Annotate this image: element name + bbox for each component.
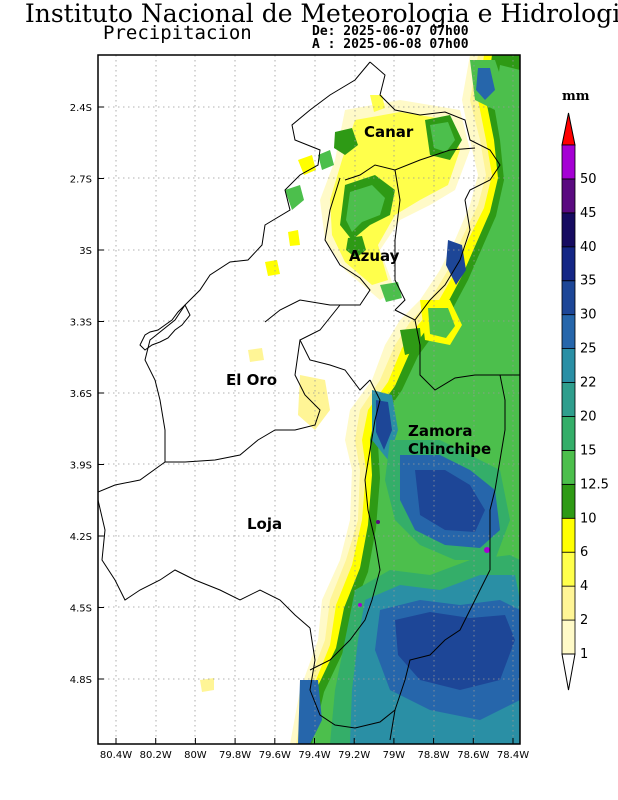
legend-level-label: 2: [580, 613, 588, 628]
legend-level-label: 50: [580, 172, 597, 187]
lon-tick-label: 79.6W: [259, 750, 291, 761]
lat-tick-label: 3.9S: [70, 461, 92, 472]
legend-swatch: [561, 178, 576, 214]
legend-level-label: 4: [580, 579, 588, 594]
lat-tick-label: 3.3S: [70, 318, 92, 329]
lon-tick-label: 79.4W: [298, 750, 330, 761]
legend-level-label: 12.5: [580, 477, 609, 492]
lon-tick-label: 78.6W: [457, 750, 489, 761]
map-frame: [97, 54, 521, 745]
legend-swatch: [561, 551, 576, 587]
legend-level-label: 30: [580, 308, 597, 323]
legend-level-label: 6: [580, 545, 588, 560]
legend-unit: mm: [562, 89, 590, 104]
label-el-oro: El Oro: [226, 371, 277, 389]
date-to: A : 2025-06-08 07h00: [312, 37, 469, 52]
legend-swatch: [561, 416, 576, 451]
legend-swatch: [561, 246, 576, 282]
legend-swatch: [561, 585, 576, 621]
longitude-axis: 80.4W 80.2W 80W 79.8W 79.6W 79.4W 79.2W 79W 78.8…: [100, 738, 529, 761]
legend-swatch: [561, 212, 576, 248]
map-subtitle: Precipitacion: [103, 22, 252, 44]
legend-level-label: 20: [580, 409, 597, 424]
lon-tick-label: 80.2W: [140, 750, 172, 761]
legend-level-label: 35: [580, 274, 597, 289]
lon-tick-label: 79.8W: [219, 750, 251, 761]
legend-underflow-triangle: [561, 653, 576, 691]
label-loja: Loja: [247, 515, 282, 533]
legend-level-label: 1: [580, 647, 588, 662]
label-chinchipe: Chinchipe: [408, 440, 491, 458]
label-zamora: Zamora: [408, 422, 472, 440]
lat-tick-label: 2.7S: [70, 175, 92, 186]
province-labels: Canar Azuay El Oro Zamora Chinchipe Loja: [226, 123, 491, 533]
legend-swatch: [561, 280, 576, 316]
lon-tick-label: 80.4W: [100, 750, 132, 761]
legend-level-label: 10: [580, 511, 597, 526]
lon-tick-label: 79W: [383, 750, 406, 761]
precipitation-highlands: [200, 95, 470, 692]
lat-tick-label: 2.4S: [70, 103, 92, 114]
legend-swatch: [561, 348, 576, 383]
lat-tick-label: 3S: [79, 246, 92, 257]
legend-level-label: 25: [580, 342, 597, 357]
legend-swatch: [561, 382, 576, 417]
legend-level-label: 15: [580, 443, 597, 458]
lat-tick-label: 4.8S: [70, 675, 92, 686]
legend-level-label: 45: [580, 206, 597, 221]
lon-tick-label: 80W: [184, 750, 207, 761]
map-title: Instituto Nacional de Meteorologia e Hid…: [24, 0, 618, 28]
precipitation-map: Canar Azuay El Oro Zamora Chinchipe Loja: [98, 55, 520, 744]
lon-tick-label: 79.2W: [338, 750, 370, 761]
precipitation-field: [290, 55, 520, 744]
legend-overflow-triangle: [561, 112, 576, 146]
label-canar: Canar: [364, 123, 414, 141]
date-from: De: 2025-06-07 07h00: [312, 24, 469, 39]
coastline: [139, 304, 191, 351]
lat-tick-label: 4.2S: [70, 532, 92, 543]
color-legend: mm 1 2 4 6 10 12.5 15 20 22 25 30 35 40 45 50: [561, 89, 609, 691]
latitude-axis: 2.4S 2.7S 3S 3.3S 3.6S 3.9S 4.2S 4.5S 4.8S: [70, 103, 104, 686]
legend-swatch: [561, 483, 576, 519]
graticule: [98, 55, 520, 744]
lon-tick-label: 78.4W: [497, 750, 529, 761]
lon-tick-label: 78.8W: [418, 750, 450, 761]
legend-swatch: [561, 449, 576, 485]
province-boundaries: [98, 61, 520, 741]
legend-swatch: [561, 619, 576, 655]
legend-level-label: 22: [580, 376, 597, 391]
lat-tick-label: 4.5S: [70, 604, 92, 615]
lat-tick-label: 3.6S: [70, 389, 92, 400]
legend-swatch: [561, 314, 576, 349]
legend-level-label: 40: [580, 240, 597, 255]
legend-swatch: [561, 517, 576, 553]
label-azuay: Azuay: [349, 247, 400, 265]
legend-swatch: [561, 144, 576, 180]
